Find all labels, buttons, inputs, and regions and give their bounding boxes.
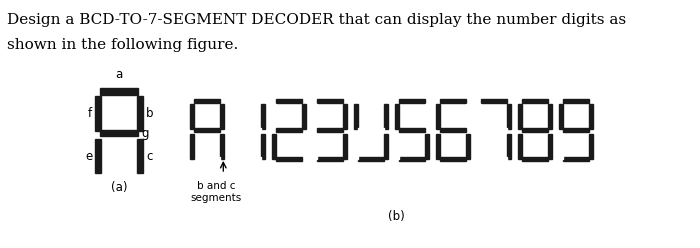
Bar	[314, 104, 317, 129]
Text: b and c
segments: b and c segments	[190, 181, 242, 203]
Bar	[436, 104, 440, 129]
Bar	[358, 99, 384, 103]
Text: (b): (b)	[389, 210, 405, 223]
Text: c: c	[146, 150, 153, 162]
Bar	[272, 104, 276, 129]
Bar	[302, 134, 306, 159]
Bar	[220, 104, 224, 129]
Bar	[261, 104, 265, 129]
Bar	[235, 157, 261, 161]
Bar	[548, 104, 552, 129]
Bar	[481, 157, 508, 161]
Bar	[276, 157, 302, 161]
Bar	[194, 157, 220, 161]
Bar	[395, 134, 399, 159]
Text: b: b	[146, 107, 153, 120]
Bar	[261, 134, 265, 159]
Bar	[477, 104, 481, 129]
Bar	[272, 134, 276, 159]
Bar	[481, 128, 508, 132]
Bar	[194, 128, 220, 132]
Bar	[466, 134, 470, 159]
Bar	[522, 157, 548, 161]
Bar	[137, 139, 144, 173]
Bar	[220, 134, 224, 159]
Bar	[522, 128, 548, 132]
Bar	[563, 99, 589, 103]
Text: (a): (a)	[111, 182, 127, 194]
Bar	[314, 134, 317, 159]
Bar	[425, 134, 429, 159]
Bar	[94, 139, 101, 173]
Bar	[559, 104, 563, 129]
Bar	[399, 128, 426, 132]
Bar	[194, 99, 220, 103]
Bar	[358, 128, 384, 132]
Bar	[440, 99, 466, 103]
Bar	[519, 134, 522, 159]
Bar	[384, 134, 388, 159]
Bar	[358, 157, 384, 161]
Bar	[563, 157, 589, 161]
Bar	[343, 104, 347, 129]
Bar	[317, 99, 344, 103]
Bar	[276, 99, 302, 103]
Bar	[399, 157, 426, 161]
Bar	[477, 134, 481, 159]
Text: Design a BCD-TO-7-SEGMENT DECODER that can display the number digits as: Design a BCD-TO-7-SEGMENT DECODER that c…	[7, 13, 626, 27]
Bar	[384, 104, 388, 129]
Bar	[317, 128, 344, 132]
Bar	[589, 134, 593, 159]
Text: e: e	[85, 150, 92, 162]
Text: shown in the following figure.: shown in the following figure.	[7, 38, 238, 52]
Text: f: f	[88, 107, 92, 120]
Bar	[425, 104, 429, 129]
Bar	[519, 104, 522, 129]
Bar	[317, 157, 344, 161]
Bar	[395, 104, 399, 129]
Bar	[100, 88, 138, 95]
Bar	[563, 128, 589, 132]
Bar	[190, 104, 194, 129]
Bar	[354, 134, 358, 159]
Bar	[100, 130, 138, 136]
Bar	[137, 96, 144, 131]
Bar	[354, 104, 358, 129]
Bar	[232, 134, 235, 159]
Text: g: g	[141, 126, 149, 139]
Bar	[190, 134, 194, 159]
Bar	[232, 104, 235, 129]
Bar	[94, 96, 101, 131]
Bar	[399, 99, 426, 103]
Bar	[343, 134, 347, 159]
Bar	[302, 104, 306, 129]
Text: a: a	[116, 68, 122, 81]
Bar	[559, 134, 563, 159]
Bar	[466, 104, 470, 129]
Bar	[508, 104, 511, 129]
Bar	[440, 128, 466, 132]
Bar	[276, 128, 302, 132]
Bar	[436, 134, 440, 159]
Bar	[522, 99, 548, 103]
Bar	[548, 134, 552, 159]
Bar	[235, 99, 261, 103]
Bar	[481, 99, 508, 103]
Bar	[589, 104, 593, 129]
Bar	[508, 134, 511, 159]
Bar	[440, 157, 466, 161]
Bar	[235, 128, 261, 132]
